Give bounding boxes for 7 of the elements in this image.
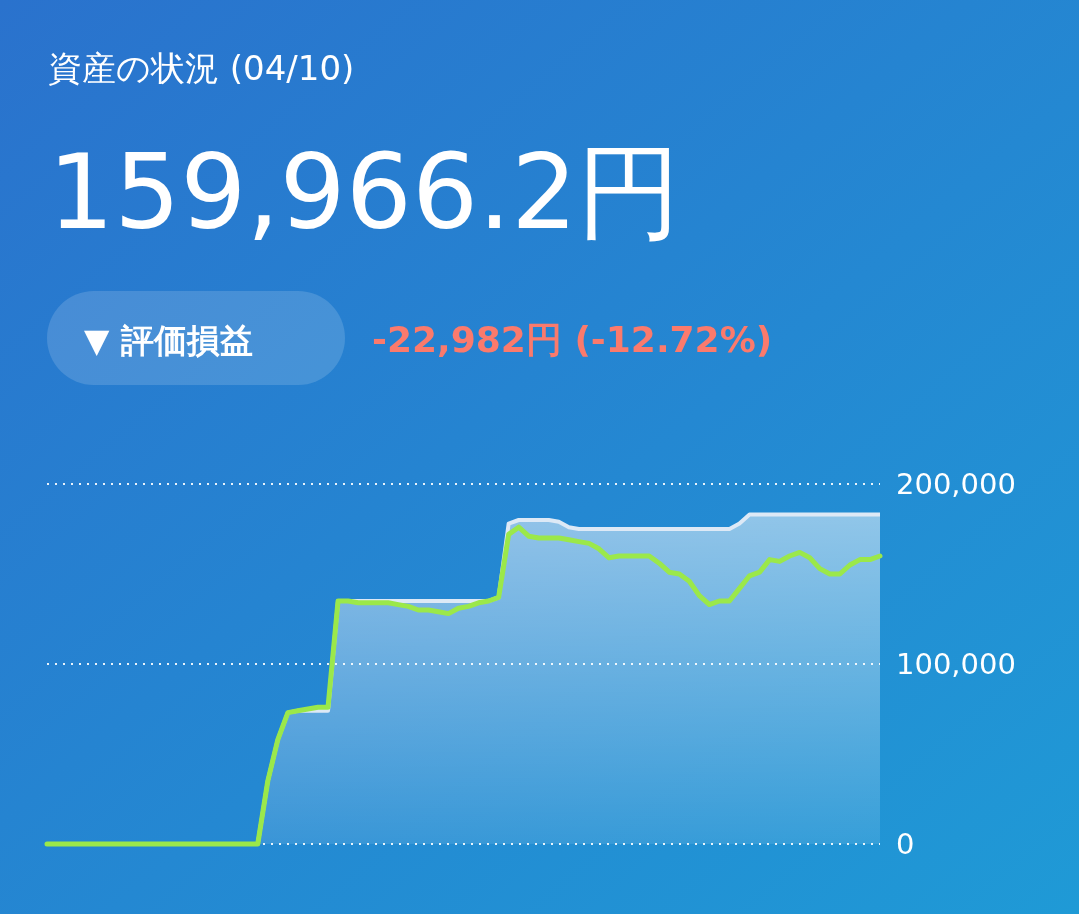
y-tick-label: 100,000 [896,647,1016,681]
chart-title: 資産の状況 (04/10) [48,48,355,88]
text: ▼ 評価損益 [84,321,253,360]
y-tick-label: 0 [896,827,915,861]
y-tick-label: 200,000 [896,467,1016,501]
text: -22,982円 (-12.72%) [372,319,773,360]
chart-subtitle: 159,966.2円 [48,131,682,253]
